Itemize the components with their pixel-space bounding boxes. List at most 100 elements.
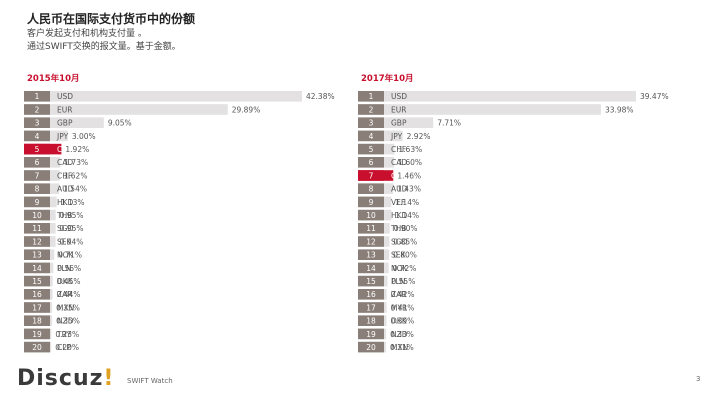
rank-label: 18 [366, 317, 376, 326]
category-label-thb: THB [56, 211, 72, 220]
rank-box [358, 302, 384, 313]
value-label-dkk: 0.39% [390, 317, 414, 326]
category-label-sgd: SGD [391, 237, 408, 246]
rank-label: 3 [369, 119, 374, 128]
value-label-usd: 42.38% [306, 92, 335, 101]
value-label-thb: 0.95% [60, 211, 84, 220]
category-label-hkd: HKD [391, 211, 408, 220]
rank-label: 3 [35, 119, 40, 128]
value-label-gbp: 9.05% [108, 119, 132, 128]
bar-gbp [24, 117, 104, 128]
bar-chart-2015: 1 USD 42.38% 2 EUR 29.89% 3 GBP 9.05% 4 JPY 3.00% 5 C… [24, 91, 335, 353]
category-label-pln: PLN [57, 264, 71, 273]
page-title: 人民币在国际支付货币中的份额 [27, 12, 196, 26]
value-label-dkk: 0.45% [57, 277, 81, 286]
value-label-hkd: 1.13% [61, 198, 85, 207]
bar-usd [358, 91, 636, 102]
value-label-chf: 1.62% [64, 171, 88, 180]
discuz-logo: Discuz! [17, 366, 115, 391]
value-label-sgd: 0.95% [60, 224, 84, 233]
value-label-jpy: 3.00% [72, 132, 96, 141]
category-label-pln: PLN [391, 277, 405, 286]
value-label-sek: 0.94% [60, 237, 84, 246]
rank-box [358, 91, 384, 102]
category-label-eur: EUR [57, 105, 72, 114]
rank-label: 6 [35, 158, 40, 167]
rank-label: 1 [369, 92, 374, 101]
rank-box [24, 236, 50, 247]
rank-label: 17 [32, 303, 42, 312]
category-label-eur: EUR [391, 105, 406, 114]
category-label-dkk: DKK [57, 277, 74, 286]
value-label-cad: 1.73% [64, 158, 88, 167]
rank-box [24, 289, 50, 300]
value-label-hkd: 1.14% [395, 211, 419, 220]
rank-label: 6 [369, 158, 374, 167]
value-label-sek: 0.80% [393, 251, 417, 260]
category-label-vef: VEF [391, 198, 405, 207]
rank-label: 10 [366, 211, 376, 220]
value-label-nok: 0.72% [393, 264, 417, 273]
category-label-cny: CNY [57, 145, 73, 154]
bar-gbp [358, 117, 434, 128]
rank-box [24, 170, 50, 181]
rank-label: 8 [35, 185, 40, 194]
category-label-gbp: GBP [391, 119, 407, 128]
rank-box [358, 328, 384, 340]
category-label-jpy: JPY [390, 132, 403, 141]
value-label-chf: 1.63% [398, 145, 422, 154]
rank-label: 16 [32, 290, 42, 299]
category-label-try: TRY [56, 330, 71, 339]
rank-label: 11 [366, 224, 376, 233]
category-label-sgd: SGD [57, 224, 74, 233]
rank-label: 8 [369, 185, 374, 194]
rank-box [358, 289, 384, 300]
rank-label: 14 [32, 264, 42, 273]
value-label-nzd: 0.35% [56, 317, 80, 326]
rank-box [358, 117, 384, 128]
rank-label: 18 [32, 317, 42, 326]
category-label-sek: SEK [57, 237, 72, 246]
category-label-clp: CLP [57, 343, 71, 352]
rank-box [358, 341, 384, 353]
rank-label: 10 [32, 211, 42, 220]
rank-label: 2 [369, 105, 374, 114]
rank-box [24, 328, 50, 340]
rank-box [358, 315, 384, 326]
category-label-chf: CHF [57, 171, 72, 180]
category-label-jpy: JPY [56, 132, 69, 141]
rank-label: 17 [366, 303, 376, 312]
value-label-cad: 1.60% [398, 158, 422, 167]
rank-label: 20 [366, 343, 376, 352]
value-label-aud: 1.54% [63, 185, 87, 194]
rank-box [358, 170, 384, 181]
rank-box [24, 196, 50, 208]
rank-label: 12 [366, 237, 376, 246]
rank-label: 13 [366, 251, 376, 260]
footer-source: SWIFT Watch [127, 377, 173, 385]
rank-box [24, 91, 50, 102]
rank-label: 9 [35, 198, 40, 207]
rank-box [358, 157, 384, 168]
value-label-pln: 0.55% [392, 277, 416, 286]
rank-box [358, 130, 384, 142]
rank-label: 4 [369, 132, 374, 141]
rank-label: 16 [366, 290, 376, 299]
value-label-try: 0.23% [55, 330, 79, 339]
category-label-dkk: DKK [391, 317, 408, 326]
rank-label: 19 [32, 330, 42, 339]
rank-box [24, 209, 50, 221]
rank-box [358, 249, 384, 260]
bar-eur [358, 104, 601, 115]
rank-label: 19 [366, 330, 376, 339]
value-label-cny: 1.46% [397, 171, 421, 180]
rank-label: 13 [32, 251, 42, 260]
rank-box [24, 249, 50, 260]
rank-box [24, 315, 50, 326]
category-label-chf: CHF [391, 145, 406, 154]
category-label-aud: AUD [57, 185, 74, 194]
rank-label: 4 [35, 132, 40, 141]
category-label-cad: CAD [57, 158, 73, 167]
chart-title-2015: 2015年10月 [27, 74, 80, 84]
bar-eur [24, 104, 228, 115]
